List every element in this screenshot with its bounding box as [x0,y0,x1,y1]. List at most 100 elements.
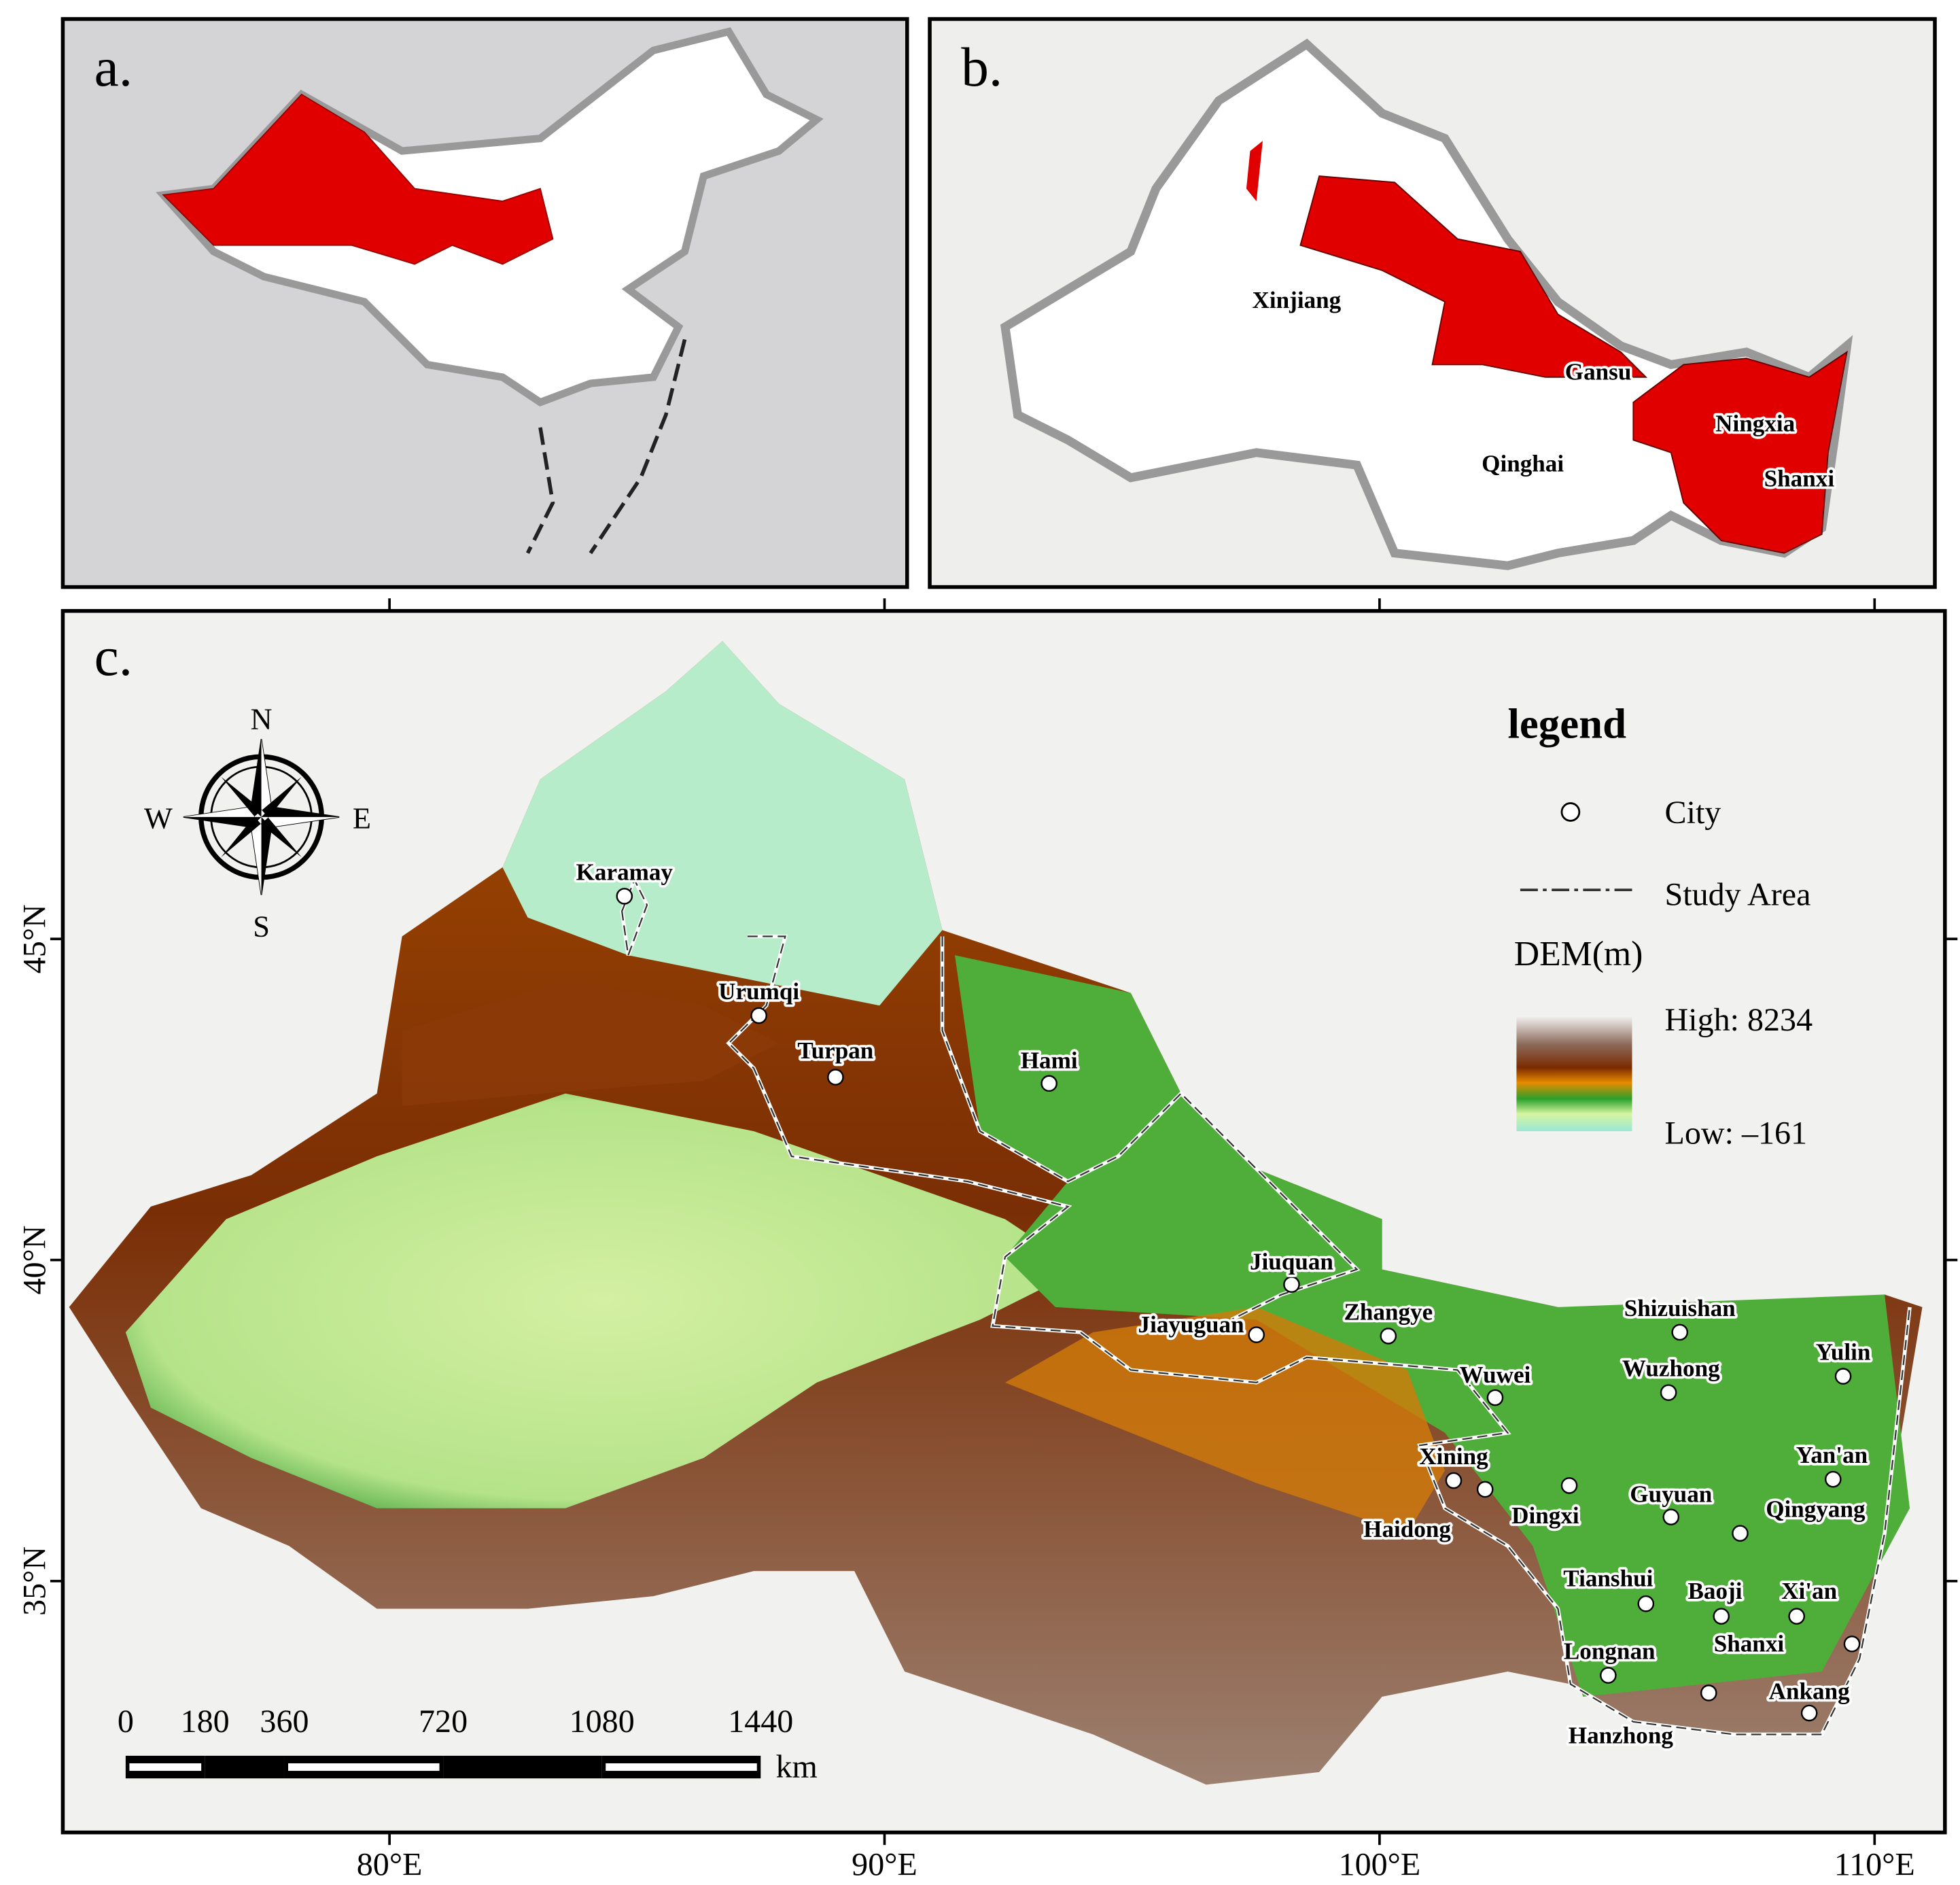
city-marker [827,1069,844,1086]
scale-label: 1440 [728,1704,793,1740]
city-label: Yan'an [1796,1442,1868,1468]
city-label: Jiayuguan [1138,1311,1244,1338]
city-marker [1283,1276,1300,1293]
legend-title: legend [1507,699,1626,747]
panel-label: c. [94,626,133,687]
lon-label: 100°E [1339,1847,1421,1882]
lon-label: 80°E [357,1847,423,1882]
city-label: Haidong [1363,1516,1451,1542]
city-marker [1380,1328,1397,1345]
city-label: Karamay [576,859,673,885]
scale-segment [129,1763,202,1771]
city-label: Dingxi [1511,1502,1579,1529]
panel-label: a. [94,37,133,98]
scale-label: 1080 [570,1704,635,1740]
scale-segment [209,1759,281,1767]
city-marker [1732,1525,1749,1542]
city-marker [1560,1477,1578,1494]
panel-b: Xinjiang Gansu Qinghai Ningxia Shanxi b. [928,17,1937,589]
study-provinces [162,93,554,265]
gansu [1299,175,1648,378]
dem-ramp [1516,1015,1632,1132]
lon-label: 110°E [1834,1847,1915,1882]
compass-e: E [353,801,371,835]
scale-segment [447,1759,599,1767]
city-label: Longnan [1564,1638,1656,1665]
compass-s: S [253,910,270,944]
city-label: Hanzhong [1569,1722,1674,1748]
legend-subtitle: DEM(m) [1514,935,1643,973]
panel-a: a. [60,17,909,589]
city-label: Guyuan [1630,1481,1712,1507]
scale-label: 720 [419,1704,468,1740]
karamay [1246,141,1263,202]
qaidam [1004,1307,1446,1534]
legend: legend City Study Area DEM(m) High: 8234… [1507,699,1813,1151]
legend-item: Low: –161 [1665,1116,1808,1152]
city-marker [1788,1608,1805,1625]
boundary [525,339,687,555]
city-label: Wuzhong [1622,1355,1720,1382]
city-marker [1843,1636,1861,1653]
city-marker [1248,1326,1265,1343]
city-marker [1637,1595,1655,1612]
city-label: Shanxi [1714,1630,1785,1657]
city-label: Qingyang [1766,1496,1866,1523]
region-label: Shanxi [1764,466,1835,492]
city-label: Baoji [1688,1578,1743,1604]
city-marker [1700,1684,1717,1701]
city-marker [1824,1470,1842,1488]
scale-label: 360 [260,1704,309,1740]
city-label: Tianshui [1563,1565,1653,1591]
city-marker [1040,1075,1057,1092]
city-marker [616,888,633,905]
tarim-basin [125,1093,1081,1508]
city-label: Zhangye [1344,1298,1433,1325]
scale-unit: km [775,1748,817,1784]
compass-n: N [251,702,273,736]
city-marker [1662,1508,1680,1525]
legend-item: City [1665,795,1721,831]
compass: N S E W [144,702,371,943]
scale-label: 0 [118,1704,134,1740]
city-label: Xining [1419,1443,1488,1470]
city-label: Urumqi [718,978,799,1005]
compass-w: W [144,801,173,835]
legend-item: Study Area [1665,876,1811,912]
city-label: Xi'an [1781,1578,1837,1604]
city-marker [1800,1704,1818,1722]
city-marker [750,1007,767,1024]
lat-label: 35°N [17,1546,53,1616]
city-marker [1445,1472,1463,1489]
scale-label: 180 [181,1704,230,1740]
lon-label: 90°E [852,1847,917,1882]
city-label: Wuwei [1460,1362,1531,1388]
legend-item: High: 8234 [1665,1002,1813,1038]
city-label: Shizuishan [1624,1295,1736,1321]
city-marker [1660,1384,1677,1401]
panel-label: b. [961,37,1002,98]
region-label: Xinjiang [1253,287,1342,313]
city-marker [1834,1368,1852,1385]
lat-label: 45°N [17,904,53,973]
lat-label: 40°N [17,1226,53,1295]
scale-segment [288,1763,440,1771]
region-label: Qinghai [1482,451,1564,477]
city-marker [1476,1481,1494,1498]
city-marker [1486,1389,1504,1406]
city-marker [1671,1324,1689,1341]
panel-c: N S E W legend City Study Area DEM(m) Hi… [17,598,1958,1883]
city-label: Ankang [1769,1678,1850,1705]
legend-city-symbol [1560,802,1581,822]
dzungaria [502,641,943,1006]
scale-segment [606,1763,757,1771]
city-label: Turpan [797,1037,873,1064]
ningxia-shanxi [1632,350,1848,554]
tianshan [402,980,780,1107]
city-marker [1713,1608,1730,1625]
region-label: Gansu [1565,359,1632,385]
city-label: Yulin [1816,1339,1871,1366]
region-label: Ningxia [1715,410,1795,436]
city-marker [1600,1667,1617,1684]
